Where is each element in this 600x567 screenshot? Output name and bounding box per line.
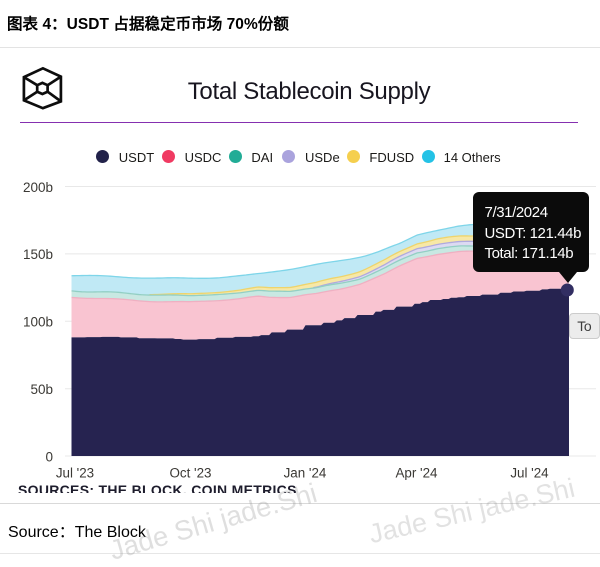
svg-text:Jul '23: Jul '23 xyxy=(56,466,94,481)
svg-text:Jan '24: Jan '24 xyxy=(284,466,327,481)
svg-text:100b: 100b xyxy=(23,315,53,330)
svg-text:0: 0 xyxy=(45,449,53,464)
svg-text:150b: 150b xyxy=(23,247,53,262)
svg-text:50b: 50b xyxy=(30,382,53,397)
svg-text:Oct '23: Oct '23 xyxy=(169,466,211,481)
svg-text:Jul '24: Jul '24 xyxy=(510,466,549,481)
svg-text:200b: 200b xyxy=(23,180,53,195)
svg-text:Apr '24: Apr '24 xyxy=(395,466,438,481)
